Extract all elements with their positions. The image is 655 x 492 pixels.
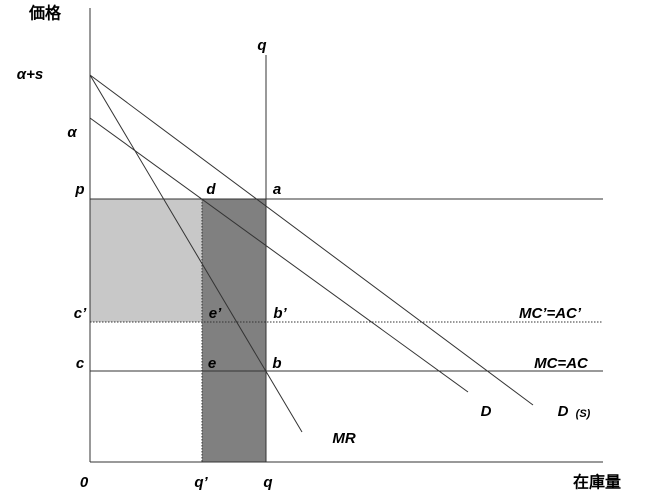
point-label: d: [206, 181, 216, 198]
curve-label: MC’=AC’: [519, 305, 582, 322]
ds-line: [89, 74, 534, 406]
price-label: p: [74, 181, 84, 198]
dark-area: [202, 199, 266, 462]
y-label: 価格: [28, 4, 62, 23]
price-label: c: [76, 355, 85, 372]
quantity-label: q: [263, 474, 272, 491]
price-label: α+s: [17, 66, 43, 83]
point-label: a: [273, 181, 281, 198]
curve-label-sub: (S): [576, 408, 591, 420]
curve-label: D: [481, 403, 492, 420]
price-label: α: [67, 124, 77, 141]
curve-label: D: [558, 403, 569, 420]
d-line: [89, 117, 469, 393]
point-label: e: [208, 355, 216, 372]
light-area: [90, 199, 202, 322]
x-label: 在庫量: [573, 473, 621, 492]
quantity-label: q’: [194, 474, 208, 491]
curve-label: MR: [332, 430, 355, 447]
point-label: e’: [209, 305, 222, 322]
quantity-label: q: [257, 37, 266, 54]
point-label: b’: [273, 305, 287, 322]
point-label: b: [272, 355, 281, 372]
curve-label: MC=AC: [534, 355, 589, 372]
origin: 0: [80, 474, 89, 491]
price-label: c’: [74, 305, 87, 322]
mr-line: [89, 74, 303, 433]
